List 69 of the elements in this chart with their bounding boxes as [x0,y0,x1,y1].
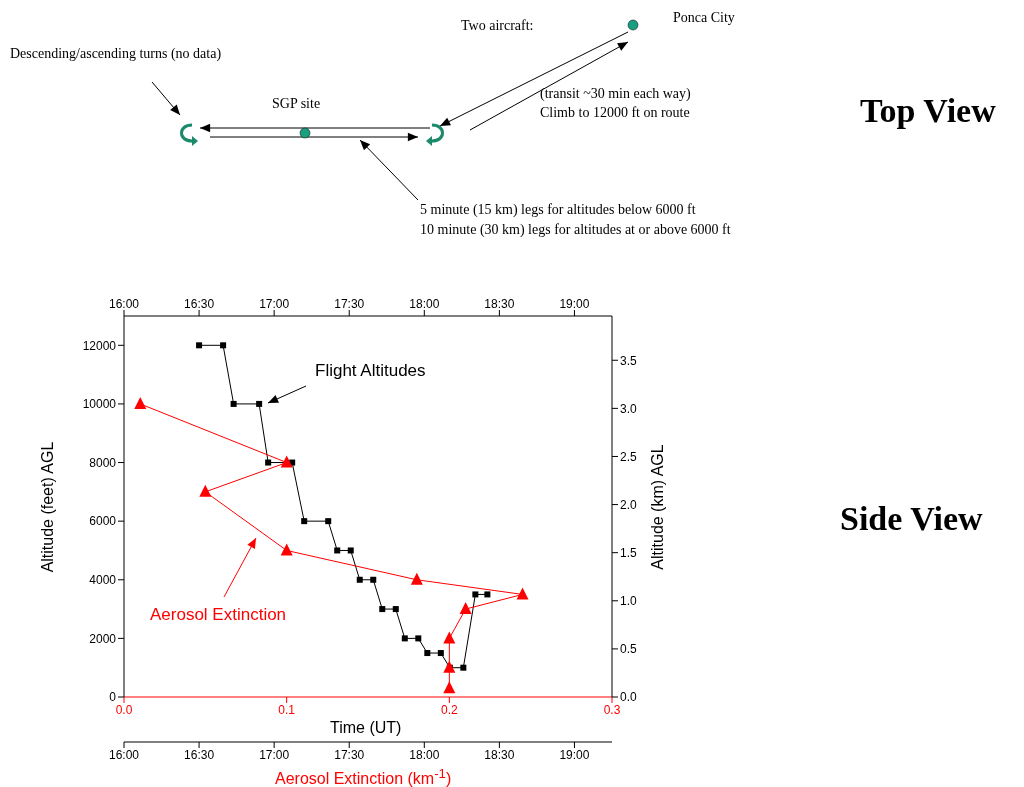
text: Climb to 12000 ft on route [540,105,690,120]
y2-tick-label: 0.5 [620,642,638,657]
text: 17:30 [334,747,365,762]
text: Two aircraft: [461,18,534,33]
text: Ponca City [673,10,735,25]
point [484,591,491,598]
y2-tick-label: 1.5 [620,545,638,560]
point [347,547,354,554]
point [265,459,272,466]
y-axis-title: Altitude (feet) AGL [39,441,57,573]
text: 17:00 [259,747,290,762]
point [230,400,237,407]
point [220,342,227,349]
point [460,664,467,671]
text: Aerosol Extinction [150,605,287,624]
text: 18:00 [409,747,440,762]
point [356,576,363,583]
text: 5 minute (15 km) legs for altitudes below 6000 ft [420,202,696,218]
x-tick-label: 18:00 [409,297,440,311]
point [424,650,431,657]
point [196,342,203,349]
text: Top View [860,92,997,129]
y2-tick-label: 3.5 [620,353,638,368]
y2-tick-label: 2.5 [620,449,638,464]
point [334,547,341,554]
text: (transit ~30 min each way) [540,86,691,102]
text: 10 minute (30 km) legs for altitudes at or above 6000 ft [420,222,731,238]
y2-tick-label: 1.0 [620,594,638,609]
y2-axis-title: Altitude (km) AGL [649,444,667,570]
x-axis-title: Time (UT) [330,719,402,737]
point [392,606,399,613]
point [370,576,377,583]
x2-tick-label: 0.2 [440,702,458,717]
x-tick-label: 19:00 [559,297,590,311]
x-tick-label: 16:30 [184,297,215,311]
text: Side View [840,500,984,537]
point [325,518,332,525]
text: Flight Altitudes [315,361,426,380]
point [472,591,479,598]
text: 18:30 [484,747,515,762]
x-tick-label: 17:00 [259,297,290,311]
x2-tick-label: 0.3 [603,702,621,717]
y2-tick-label: 3.0 [620,401,638,416]
y2-tick-label: 0.0 [620,690,638,705]
x2-tick-label: 0.1 [278,702,296,717]
y-tick-label: 4000 [89,573,117,588]
y-tick-label: 6000 [89,514,117,529]
x2-tick-label: 0.0 [115,702,133,717]
text: 19:00 [559,747,590,762]
y-tick-label: 10000 [82,397,117,412]
text: 16:30 [184,747,215,762]
x2-axis-title: Aerosol Extinction (km$^{-1}$) [275,766,452,787]
point [437,650,444,657]
point [379,606,386,613]
y-tick-label: 0 [109,690,117,705]
point [401,635,408,642]
text: SGP site [272,96,321,111]
text: Descending/ascending turns (no data) [10,46,222,62]
point [301,518,308,525]
x-tick-label: 16:00 [108,297,140,311]
point [415,635,422,642]
y-tick-label: 2000 [89,631,117,646]
x-tick-label: 18:30 [484,297,515,311]
y2-tick-label: 2.0 [620,497,638,512]
y-tick-label: 8000 [89,455,117,470]
text: 16:00 [108,747,140,762]
point [256,400,263,407]
y-tick-label: 12000 [82,338,117,353]
x-tick-label: 17:30 [334,297,365,311]
